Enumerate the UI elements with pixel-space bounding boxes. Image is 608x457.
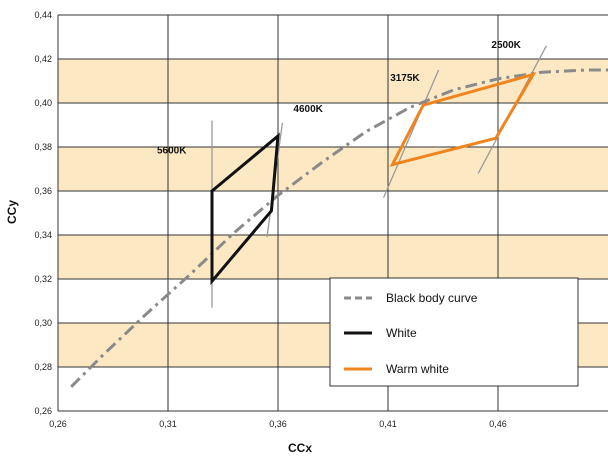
annotation-2500K: 2500K (491, 40, 521, 51)
y-tick-label: 0,26 (34, 406, 52, 416)
x-tick-label: 0,41 (379, 419, 397, 429)
series-white-polygon (210, 132, 280, 286)
annotation-5600K: 5600K (157, 146, 187, 157)
annotations: 5600K 4600K 3175K 2500K (157, 40, 522, 157)
series-warm-white-polygon (389, 71, 537, 167)
annotation-3175K: 3175K (390, 73, 420, 84)
y-tick-label: 0,38 (34, 142, 52, 152)
legend-label-warm-white: Warm white (386, 362, 449, 376)
x-tick-label: 0,46 (489, 419, 507, 429)
legend-label-black-body: Black body curve (386, 291, 478, 305)
legend-label-white: White (386, 326, 417, 340)
x-axis-label: CCx (288, 441, 312, 455)
tick-labels: 0,26 0,31 0,36 0,41 0,46 0,26 0,28 0,30 0,32 0,34… (34, 10, 506, 429)
y-tick-label: 0,40 (34, 98, 52, 108)
y-tick-label: 0,34 (34, 230, 52, 240)
legend: Black body curve White Warm white (329, 277, 579, 387)
y-tick-label: 0,36 (34, 186, 52, 196)
y-tick-label: 0,42 (34, 54, 52, 64)
y-tick-label: 0,44 (34, 10, 52, 20)
y-axis-label: CCy (5, 200, 19, 224)
cct-line-3175K (383, 69, 440, 198)
y-tick-label: 0,30 (34, 318, 52, 328)
y-tick-label: 0,32 (34, 274, 52, 284)
y-tick-label: 0,28 (34, 362, 52, 372)
x-tick-label: 0,26 (49, 419, 67, 429)
annotation-4600K: 4600K (293, 104, 323, 115)
band-3 (58, 59, 608, 103)
x-tick-label: 0,36 (269, 419, 287, 429)
series-layer (70, 68, 608, 388)
band-1 (58, 235, 608, 279)
x-tick-label: 0,31 (159, 419, 177, 429)
